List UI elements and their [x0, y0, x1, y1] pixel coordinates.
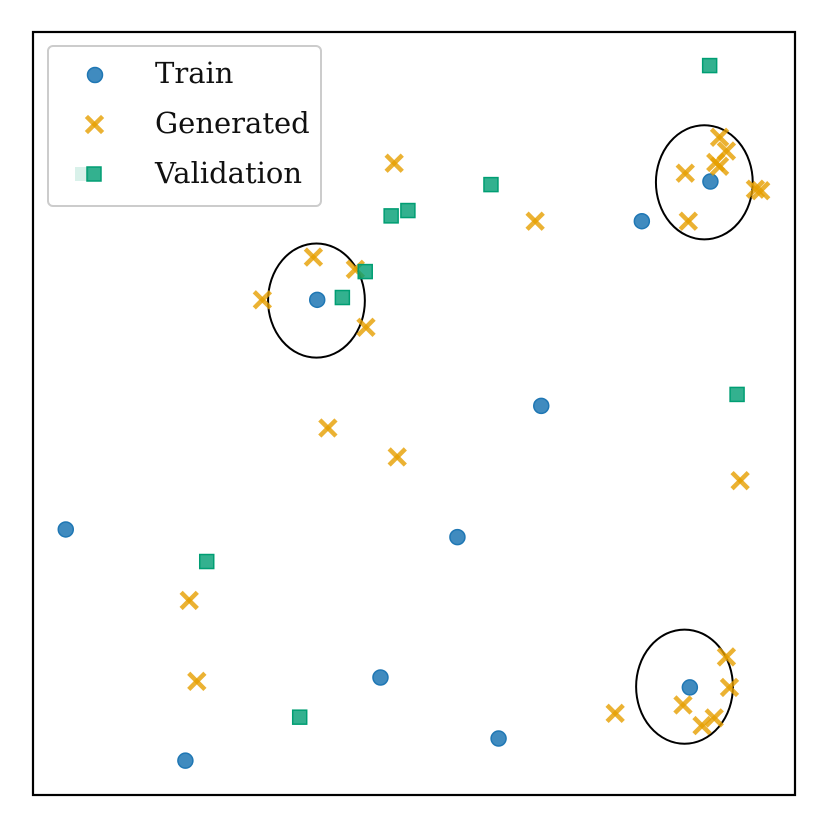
- validation-point-7: [198, 553, 215, 570]
- generated-point-18: [187, 671, 207, 691]
- validation-point-4: [357, 263, 373, 280]
- generated-point-14: [318, 418, 338, 438]
- validation-point-2: [400, 202, 416, 219]
- generated-point-12: [252, 290, 273, 310]
- generated-point-6: [751, 181, 771, 201]
- train-point-2: [308, 291, 326, 309]
- generated-point-4: [675, 163, 695, 183]
- generated-point-13: [356, 317, 376, 337]
- validation-point-5: [334, 289, 351, 306]
- train-point-0: [702, 173, 719, 190]
- generated-point-8: [384, 153, 404, 173]
- generated-point-23: [692, 715, 712, 736]
- legend-validation-label: Validation: [154, 156, 302, 190]
- generated-point-22: [704, 708, 724, 728]
- validation-point-6: [729, 386, 745, 403]
- generated-point-0: [709, 127, 730, 147]
- train-point-1: [633, 212, 651, 230]
- train-point-9: [681, 679, 699, 696]
- generated-layer: [179, 127, 771, 736]
- legend-validation-shadow: [75, 167, 89, 181]
- generated-point-19: [716, 647, 737, 667]
- train-point-6: [372, 669, 389, 686]
- train-point-5: [449, 528, 466, 546]
- validation-point-0: [701, 57, 718, 74]
- validation-layer: [198, 57, 745, 725]
- generated-point-20: [719, 677, 740, 698]
- generated-point-17: [179, 590, 199, 611]
- generated-point-16: [730, 470, 750, 491]
- neighbourhood-circle-0: [654, 124, 754, 241]
- legend: Train Generated Validation: [47, 45, 322, 207]
- train-point-7: [490, 730, 507, 747]
- legend-train-label: Train: [155, 56, 233, 90]
- validation-point-3: [383, 208, 399, 224]
- neighbourhood-circle-1: [267, 242, 366, 359]
- legend-box: [47, 45, 322, 207]
- legend-generated-label: Generated: [155, 106, 310, 140]
- generated-point-3: [709, 156, 730, 176]
- generated-point-15: [387, 447, 407, 467]
- generated-point-9: [525, 211, 545, 231]
- legend-generated-marker: [84, 114, 105, 135]
- train-layer: [57, 173, 719, 769]
- train-point-4: [57, 521, 75, 538]
- legend-train-marker: [86, 66, 104, 84]
- legend-validation-marker: [86, 166, 102, 182]
- plot-frame: [31, 30, 797, 797]
- train-point-8: [177, 752, 194, 769]
- generated-point-10: [303, 247, 324, 267]
- validation-point-8: [291, 709, 308, 725]
- train-point-3: [533, 397, 550, 415]
- validation-point-1: [483, 176, 499, 193]
- generated-point-7: [678, 211, 699, 231]
- generated-point-24: [605, 703, 625, 724]
- generated-point-21: [673, 695, 693, 715]
